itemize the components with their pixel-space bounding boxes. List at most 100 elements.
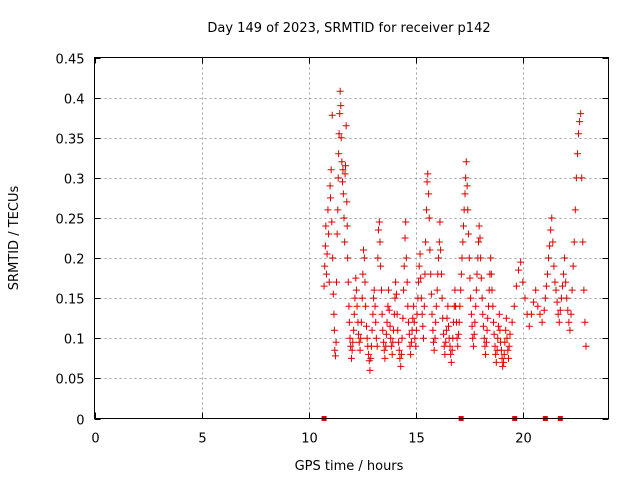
data-point <box>556 306 564 314</box>
data-point <box>469 334 477 342</box>
data-point <box>387 334 395 342</box>
y-tick-label: 0.45 <box>56 53 85 68</box>
data-point <box>420 302 428 310</box>
data-point <box>377 286 385 294</box>
data-point <box>426 246 434 254</box>
data-point <box>460 222 468 230</box>
data-point <box>329 290 337 298</box>
data-point <box>392 278 400 286</box>
data-point <box>400 286 408 294</box>
data-point <box>505 342 513 350</box>
data-point <box>321 242 329 250</box>
data-point <box>365 350 373 358</box>
data-point <box>346 334 354 342</box>
data-point <box>430 346 438 354</box>
data-point <box>330 326 338 334</box>
data-point <box>357 334 365 342</box>
data-point <box>338 158 346 166</box>
data-point <box>328 111 336 119</box>
data-point <box>351 294 359 302</box>
data-point <box>440 330 448 338</box>
data-point <box>443 314 451 322</box>
data-point <box>487 254 495 262</box>
data-point <box>549 238 557 246</box>
data-point <box>447 358 455 366</box>
x-tick-label: 5 <box>198 432 206 447</box>
data-point <box>392 290 400 298</box>
data-point <box>581 318 589 326</box>
y-tick-label: 0.2 <box>64 253 85 268</box>
x-tick-label: 10 <box>301 432 318 447</box>
data-point <box>419 322 427 330</box>
data-point <box>341 238 349 246</box>
data-point <box>489 318 497 326</box>
data-point <box>425 214 433 222</box>
data-point <box>455 318 463 326</box>
data-point <box>395 346 403 354</box>
data-point <box>494 322 502 330</box>
data-point <box>527 310 535 318</box>
data-point <box>378 310 386 318</box>
data-point <box>321 262 329 270</box>
data-point <box>410 318 418 326</box>
data-point <box>425 190 433 198</box>
data-point <box>379 326 387 334</box>
data-point <box>367 354 375 362</box>
data-point <box>360 254 368 262</box>
data-point <box>344 254 352 262</box>
data-point <box>385 306 393 314</box>
data-point <box>331 352 339 360</box>
data-point <box>335 130 343 138</box>
data-point <box>384 302 392 310</box>
data-point <box>540 306 548 314</box>
plot-frame <box>94 57 609 419</box>
data-point <box>385 286 393 294</box>
data-point <box>397 350 405 358</box>
data-point <box>466 274 474 282</box>
data-point <box>543 270 551 278</box>
data-point <box>438 294 446 302</box>
data-point <box>536 310 544 318</box>
data-point <box>564 306 572 314</box>
data-point <box>417 294 425 302</box>
data-point <box>490 330 498 338</box>
data-point <box>381 354 389 362</box>
data-point <box>515 266 523 274</box>
y-tick-label: 0.25 <box>56 213 85 228</box>
data-point <box>525 322 533 330</box>
data-point <box>335 150 343 158</box>
data-point <box>323 250 331 258</box>
data-point <box>555 318 563 326</box>
data-point <box>512 282 520 290</box>
y-axis-label: SRMTID / TECUs <box>7 186 22 291</box>
data-point <box>374 254 382 262</box>
data-point <box>483 326 491 334</box>
data-point <box>352 274 360 282</box>
data-point <box>547 226 555 234</box>
data-point <box>328 218 336 226</box>
data-point <box>500 358 508 366</box>
y-tick-label: 0.15 <box>56 293 85 308</box>
data-point <box>554 310 562 318</box>
x-tick-label: 0 <box>91 432 99 447</box>
data-point <box>473 270 481 278</box>
data-point <box>475 222 483 230</box>
data-point <box>444 302 452 310</box>
data-point <box>343 222 351 230</box>
data-point <box>398 334 406 342</box>
data-point <box>579 238 587 246</box>
data-point <box>337 102 345 110</box>
data-point <box>415 262 423 270</box>
data-point <box>340 214 348 222</box>
axis-ticks: 0 0.05 0.1 0.15 0.2 0.25 0.3 0.35 0.4 0.45 0 5 10 15 2… <box>56 53 609 447</box>
y-tick-label: 0 <box>76 414 84 429</box>
data-point <box>362 302 370 310</box>
y-tick-label: 0.4 <box>64 93 85 108</box>
data-point <box>538 318 546 326</box>
data-point <box>331 346 339 354</box>
x-tick-label: 20 <box>515 432 532 447</box>
data-point <box>342 122 350 130</box>
data-point <box>369 310 377 318</box>
data-point <box>402 218 410 226</box>
data-point <box>357 318 365 326</box>
